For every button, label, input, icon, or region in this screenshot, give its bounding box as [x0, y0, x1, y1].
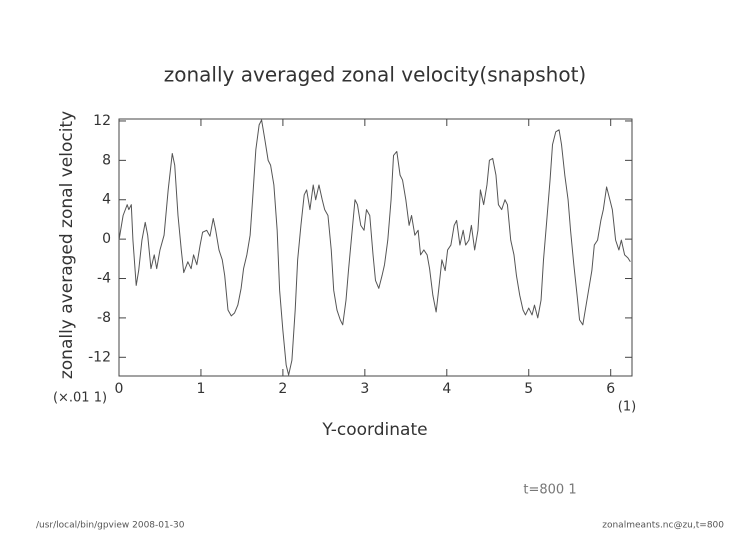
y-axis-label: zonally averaged zonal velocity: [57, 111, 77, 379]
x-tick-label: 4: [442, 381, 451, 397]
y-tick-label: -4: [97, 271, 111, 287]
y-tick-label: 8: [102, 152, 111, 168]
x-tick-label: 2: [278, 381, 287, 397]
x-tick-label: 6: [606, 381, 615, 397]
y-tick-label: -12: [88, 349, 111, 365]
footer-left: /usr/local/bin/gpview 2008-01-30: [36, 521, 185, 531]
x-tick-label: 1: [196, 381, 205, 397]
x-scale-label: (1): [618, 400, 636, 415]
y-tick-label: 4: [102, 192, 111, 208]
y-tick-label: -8: [97, 310, 111, 326]
x-tick-label: 5: [524, 381, 533, 397]
x-tick-label: 0: [115, 381, 124, 397]
x-axis-label: Y-coordinate: [321, 420, 427, 440]
x-tick-label: 3: [360, 381, 369, 397]
y-scale-label: (×.01 1): [53, 391, 107, 406]
chart-title: zonally averaged zonal velocity(snapshot…: [164, 63, 586, 87]
data-line: [118, 119, 631, 376]
y-tick-label: 0: [102, 231, 111, 247]
y-tick-label: 12: [93, 113, 111, 129]
annotation: t=800 1: [523, 483, 576, 498]
plot-frame: [118, 118, 633, 377]
footer-right: zonalmeants.nc@zu,t=800: [602, 521, 724, 531]
